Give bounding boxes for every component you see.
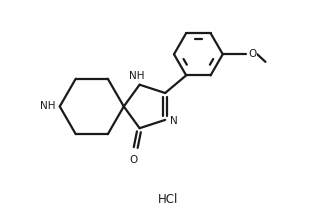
- Text: HCl: HCl: [158, 193, 178, 206]
- Text: O: O: [248, 49, 256, 59]
- Text: NH: NH: [129, 71, 144, 81]
- Text: N: N: [170, 117, 177, 126]
- Text: O: O: [129, 155, 138, 165]
- Text: NH: NH: [40, 101, 56, 111]
